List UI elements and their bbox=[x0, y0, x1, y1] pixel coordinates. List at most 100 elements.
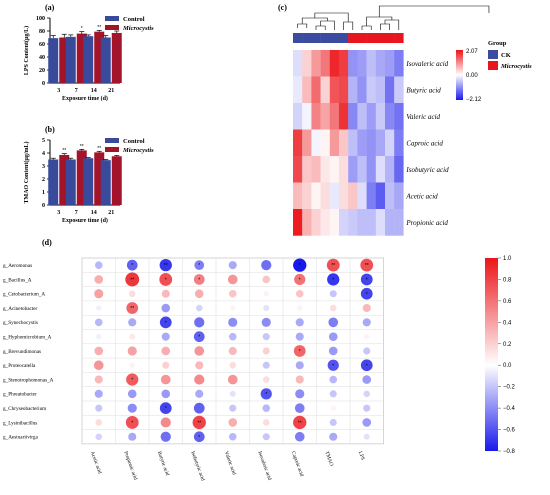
group-annotation-cell bbox=[348, 33, 358, 43]
correlation-dot bbox=[293, 415, 307, 430]
correlation-dot bbox=[128, 318, 137, 327]
group-legend-swatch bbox=[488, 61, 498, 70]
heatmap-cell bbox=[320, 103, 330, 130]
correlation-dot bbox=[228, 317, 238, 327]
colorbar-tick-label: 0.0 bbox=[503, 363, 512, 369]
correlation-dot bbox=[262, 347, 270, 355]
dendrogram-branch bbox=[315, 25, 326, 30]
heatmap-cell bbox=[394, 76, 404, 104]
correlation-dot bbox=[129, 362, 136, 369]
panel-label: (c) bbox=[278, 3, 287, 12]
heatmap-cell bbox=[375, 182, 386, 210]
correlation-dot bbox=[195, 389, 204, 398]
heatmap-scfa: (c) Isovaleric acid Butyric acid Valeric ac… bbox=[278, 3, 532, 236]
x-tick-label: 21 bbox=[108, 210, 114, 216]
heatmap-cell bbox=[329, 103, 340, 130]
heatmap-cell bbox=[302, 156, 312, 183]
correlation-row-label: g_Brevundimonas bbox=[3, 349, 41, 355]
heatmap-cell bbox=[339, 129, 349, 157]
correlation-dot bbox=[295, 361, 304, 370]
significance-marker: * bbox=[299, 263, 301, 269]
heatmap-cell bbox=[320, 209, 330, 236]
correlation-dot bbox=[127, 403, 137, 413]
correlation-dot bbox=[360, 273, 373, 286]
correlation-dot bbox=[263, 290, 270, 297]
correlation-row-label: g_Chryseobacterium bbox=[3, 406, 46, 412]
heatmap-cell bbox=[311, 156, 321, 183]
correlation-dot bbox=[329, 390, 337, 398]
heatmap-cell bbox=[366, 103, 376, 130]
heatmap-cell bbox=[311, 76, 321, 104]
correlation-dot bbox=[294, 403, 305, 413]
colorbar-tick-label: −0.8 bbox=[503, 449, 516, 455]
significance-marker: ** bbox=[197, 420, 201, 426]
heatmap-cell bbox=[339, 50, 349, 77]
colorbar-tick-label: 0.00 bbox=[466, 73, 478, 79]
group-annotation-cell bbox=[293, 33, 303, 43]
heatmap-row-label: Valeric acid bbox=[406, 113, 440, 121]
significance-marker: * bbox=[265, 392, 267, 398]
correlation-row-label: g_Aestuariivirga bbox=[3, 435, 38, 441]
correlation-dot bbox=[194, 260, 205, 270]
correlation-dot bbox=[193, 402, 205, 414]
panel-label: (b) bbox=[45, 125, 55, 134]
heatmap-cell bbox=[302, 103, 312, 130]
correlation-dot bbox=[327, 273, 340, 286]
significance-marker: * bbox=[366, 277, 368, 283]
correlation-dot bbox=[362, 375, 372, 384]
correlation-dot bbox=[126, 302, 139, 314]
significance-marker: ** bbox=[298, 420, 302, 426]
heatmap-cell bbox=[375, 129, 386, 157]
colorbar-tick-label: 0.8 bbox=[503, 277, 512, 283]
legend-swatch bbox=[105, 138, 119, 143]
heatmap-cell bbox=[357, 156, 367, 183]
significance-marker: * bbox=[332, 363, 334, 369]
significance-marker: ** bbox=[97, 146, 101, 152]
heatmap-cell bbox=[366, 50, 376, 77]
colorbar-tick-label: −0.6 bbox=[503, 428, 516, 434]
correlation-dot bbox=[362, 318, 371, 327]
correlation-dot bbox=[363, 390, 371, 398]
correlation-dot bbox=[193, 431, 205, 443]
correlation-dot bbox=[329, 432, 338, 441]
significance-marker: * bbox=[366, 363, 368, 369]
correlation-dot bbox=[227, 374, 238, 385]
significance-marker: * bbox=[198, 335, 200, 341]
dendrogram-branch bbox=[343, 21, 354, 30]
colorbar-tick-label: 0.2 bbox=[503, 342, 512, 348]
significance-marker: * bbox=[332, 277, 334, 283]
bar bbox=[83, 36, 94, 83]
heatmap-cell bbox=[375, 76, 386, 104]
heatmap-cell bbox=[293, 103, 303, 130]
heatmap-cell bbox=[329, 50, 340, 77]
correlation-dot bbox=[293, 258, 307, 272]
dendrogram-branch bbox=[366, 16, 393, 26]
legend-label: Microcystis bbox=[122, 147, 154, 154]
correlation-dot bbox=[295, 318, 304, 327]
heatmap-cell bbox=[348, 76, 358, 104]
correlation-dot bbox=[295, 289, 304, 298]
heatmap-cell bbox=[293, 50, 303, 77]
correlation-column-label: TMAO bbox=[323, 451, 334, 468]
correlation-row-label: g_Synechocystis bbox=[3, 320, 38, 326]
correlation-column-label: Propionic acid bbox=[122, 451, 138, 482]
correlation-dot bbox=[161, 346, 171, 356]
heatmap-cell bbox=[293, 76, 303, 104]
heatmap-cell bbox=[357, 182, 367, 210]
bar bbox=[94, 152, 105, 205]
correlation-dot bbox=[159, 273, 173, 286]
heatmap-cell bbox=[394, 129, 404, 157]
heatmap-row-label: Isovaleric acid bbox=[405, 60, 448, 68]
significance-marker: * bbox=[198, 277, 200, 283]
bar bbox=[83, 158, 94, 205]
correlation-column-label: Caproic acid bbox=[290, 451, 305, 478]
correlation-dot bbox=[95, 404, 103, 412]
correlation-dot bbox=[94, 289, 104, 299]
colorbar-tick-label: −0.4 bbox=[503, 406, 516, 412]
correlation-column-label: Isobutyric acid bbox=[189, 451, 205, 483]
x-axis-label: Exposure time (d) bbox=[62, 217, 108, 224]
correlation-dot bbox=[295, 375, 304, 384]
heatmap-cell bbox=[311, 103, 321, 130]
correlation-dot bbox=[294, 273, 306, 286]
correlation-dot bbox=[330, 405, 337, 411]
